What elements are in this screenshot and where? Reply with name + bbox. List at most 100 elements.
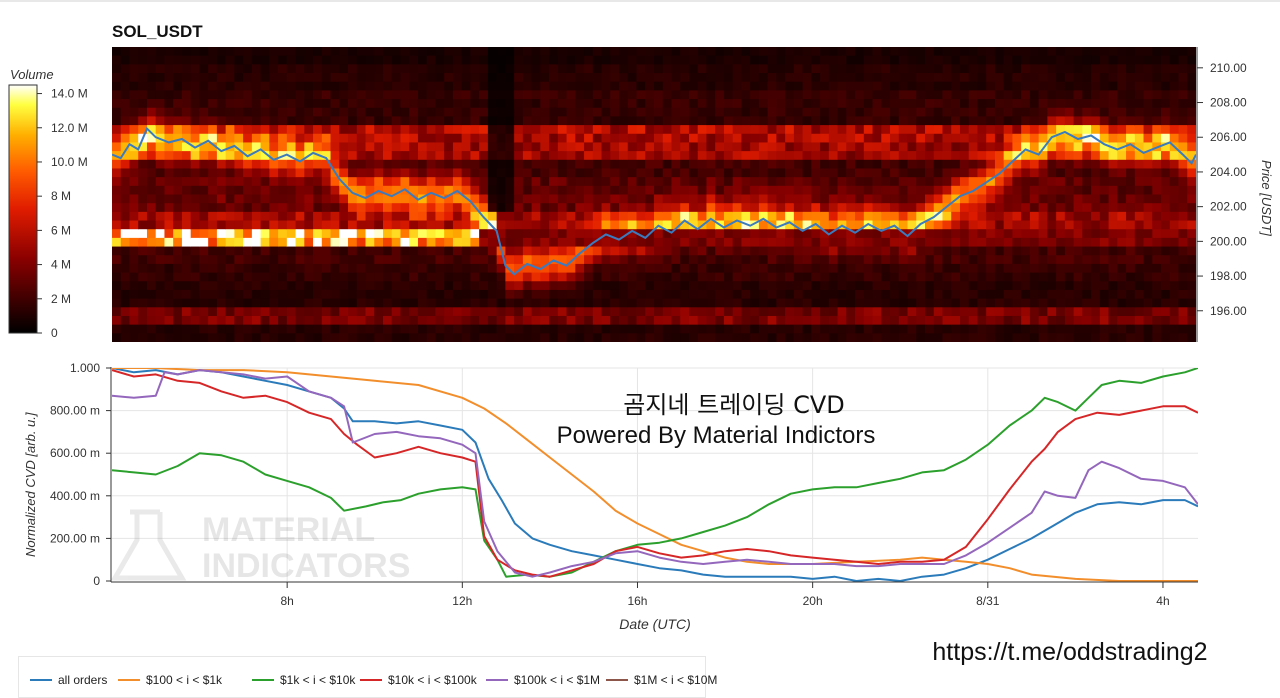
heatmap-cell	[697, 116, 708, 126]
heatmap-cell	[654, 211, 664, 222]
heatmap-cell	[1073, 315, 1083, 326]
heatmap-cell	[1021, 64, 1031, 74]
heatmap-cell	[811, 315, 821, 326]
price-tick-label: 200.00	[1210, 234, 1247, 248]
heatmap-cell	[619, 333, 629, 342]
heatmap-cell	[688, 333, 699, 342]
heatmap-cell	[785, 55, 795, 65]
heatmap-cell	[697, 81, 708, 91]
heatmap-cell	[1012, 324, 1022, 334]
heatmap-cell	[514, 151, 524, 161]
heatmap-cell	[356, 237, 367, 248]
heatmap-cell	[881, 55, 891, 65]
heatmap-cell	[452, 125, 463, 135]
heatmap-cell	[1169, 125, 1180, 135]
heatmap-cell	[1187, 125, 1196, 135]
heatmap-cell	[470, 185, 480, 196]
heatmap-cell	[828, 159, 839, 170]
heatmap-cell	[1091, 168, 1101, 178]
heatmap-cell	[330, 151, 340, 161]
heatmap-cell	[890, 289, 900, 300]
heatmap-cell	[208, 263, 218, 274]
heatmap-cell	[181, 315, 192, 326]
heatmap-cell	[584, 55, 594, 65]
heatmap-cell	[138, 55, 148, 65]
heatmap-cell	[933, 272, 944, 282]
heatmap-cell	[487, 211, 498, 222]
heatmap-cell	[1143, 307, 1153, 317]
heatmap-cell	[304, 211, 314, 222]
heatmap-cell	[461, 116, 472, 126]
heatmap-cell	[400, 125, 410, 135]
heatmap-cell	[383, 255, 393, 265]
heatmap-cell	[959, 107, 970, 118]
heatmap-cell	[391, 116, 402, 126]
heatmap-cell	[383, 125, 393, 135]
heatmap-cell	[330, 255, 340, 265]
heatmap-cell	[1152, 263, 1162, 274]
heatmap-cell	[286, 107, 297, 118]
heatmap-cell	[1047, 151, 1057, 161]
heatmap-cell	[645, 315, 655, 326]
heatmap-cell	[243, 81, 253, 91]
heatmap-cell	[662, 168, 673, 178]
heatmap-cell	[129, 90, 139, 100]
heatmap-cell	[986, 177, 996, 187]
heatmap-cell	[391, 90, 402, 100]
heatmap-cell	[330, 229, 340, 239]
heatmap-cell	[514, 107, 524, 118]
heatmap-cell	[452, 107, 463, 118]
heatmap-cell	[1091, 315, 1101, 326]
cvd-series-line	[112, 368, 1198, 582]
heatmap-cell	[348, 315, 358, 326]
heatmap-cell	[1082, 324, 1092, 334]
heatmap-cell	[1047, 255, 1057, 265]
heatmap-cell	[496, 272, 506, 282]
heatmap-cell	[951, 116, 961, 126]
heatmap-cell	[723, 73, 734, 83]
heatmap-cell	[1064, 298, 1075, 308]
heatmap-cell	[313, 64, 323, 74]
heatmap-cell	[688, 307, 699, 317]
heatmap-cell	[120, 116, 131, 126]
heatmap-cell	[1178, 107, 1188, 118]
heatmap-cell	[112, 90, 122, 100]
heatmap-cell	[1169, 47, 1180, 57]
heatmap-cell	[540, 220, 550, 230]
heatmap-cell	[505, 333, 515, 342]
heatmap-cell	[234, 185, 244, 196]
heatmap-cell	[155, 333, 166, 342]
heatmap-cell	[120, 211, 131, 222]
heatmap-cell	[138, 142, 148, 152]
heatmap-cell	[654, 289, 664, 300]
heatmap-cell	[1064, 211, 1075, 222]
heatmap-cell	[1038, 116, 1048, 126]
heatmap-cell	[496, 333, 506, 342]
heatmap-cell	[636, 237, 646, 248]
heatmap-cell	[697, 194, 708, 204]
heatmap-cell	[1178, 246, 1188, 256]
heatmap-cell	[1056, 289, 1066, 300]
heatmap-cell	[383, 151, 393, 161]
heatmap-cell	[855, 116, 865, 126]
heatmap-cell	[444, 125, 454, 135]
heatmap-cell	[855, 177, 865, 187]
heatmap-cell	[592, 289, 603, 300]
heatmap-cell	[452, 55, 463, 65]
heatmap-cell	[409, 315, 419, 326]
heatmap-cell	[1012, 246, 1022, 256]
heatmap-cell	[1108, 47, 1118, 57]
heatmap-cell	[671, 255, 681, 265]
heatmap-cell	[977, 81, 987, 91]
heatmap-cell	[181, 55, 192, 65]
heatmap-cell	[146, 333, 157, 342]
heatmap-cell	[758, 203, 769, 213]
heatmap-cell	[654, 116, 664, 126]
heatmap-cell	[1003, 81, 1014, 91]
heatmap-cell	[750, 125, 760, 135]
heatmap-cell	[1064, 255, 1075, 265]
heatmap-cell	[409, 125, 419, 135]
heatmap-cell	[1117, 90, 1127, 100]
heatmap-cell	[584, 116, 594, 126]
heatmap-cell	[243, 125, 253, 135]
